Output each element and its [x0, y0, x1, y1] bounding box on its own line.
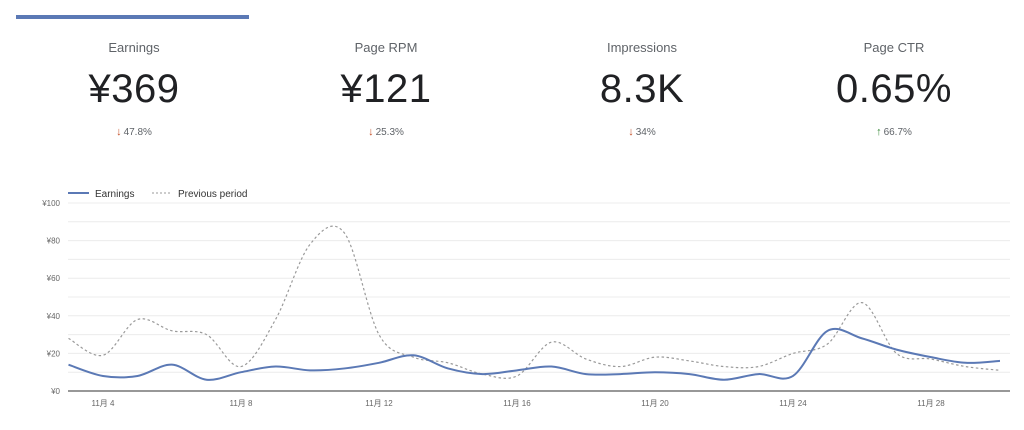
y-tick-label: ¥0 — [50, 387, 60, 396]
y-tick-label: ¥40 — [46, 312, 61, 321]
x-tick-label: 11月 20 — [641, 399, 669, 408]
selected-tab-indicator — [16, 15, 249, 19]
metric-value: ¥121 — [340, 67, 432, 111]
metric-value: 0.65% — [836, 67, 952, 111]
metric-change-value: 34% — [635, 127, 656, 138]
x-tick-label: 11月 4 — [92, 399, 116, 408]
metric-change-value: 66.7% — [883, 127, 912, 138]
y-tick-label: ¥60 — [46, 274, 61, 283]
metric-label: Page RPM — [354, 40, 418, 55]
legend-previous[interactable]: Previous period — [178, 189, 247, 200]
y-tick-label: ¥80 — [46, 237, 61, 246]
y-tick-label: ¥20 — [46, 349, 61, 358]
metric-card-0[interactable]: Earnings ¥369 ↓ 47.8% — [14, 40, 254, 138]
metric-value: 8.3K — [599, 67, 685, 111]
arrow-up-icon: ↑ — [876, 126, 882, 138]
metric-change-value: 47.8% — [123, 127, 152, 138]
x-tick-label: 11月 12 — [365, 399, 393, 408]
metric-label: Impressions — [606, 40, 678, 55]
series-previous-period-line — [68, 225, 1001, 379]
x-tick-label: 11月 24 — [779, 399, 807, 408]
arrow-down-icon: ↓ — [628, 126, 634, 138]
metric-value: ¥369 — [88, 67, 180, 111]
metric-change: ↓ 34% — [522, 126, 762, 138]
metric-change: ↓ 47.8% — [14, 126, 254, 138]
metric-label: Page CTR — [863, 40, 925, 55]
x-tick-label: 11月 16 — [503, 399, 531, 408]
metric-change-value: 25.3% — [375, 127, 404, 138]
metric-card-2[interactable]: Impressions 8.3K ↓ 34% — [522, 40, 762, 138]
legend: Earnings Previous period — [68, 189, 247, 200]
metric-card-1[interactable]: Page RPM ¥121 ↓ 25.3% — [266, 40, 506, 138]
arrow-down-icon: ↓ — [116, 126, 122, 138]
y-tick-label: ¥100 — [41, 199, 60, 208]
metric-card-3[interactable]: Page CTR 0.65% ↑ 66.7% — [774, 40, 1014, 138]
legend-earnings[interactable]: Earnings — [95, 189, 134, 200]
metric-change: ↑ 66.7% — [774, 126, 1014, 138]
x-tick-label: 11月 28 — [917, 399, 945, 408]
x-tick-label: 11月 8 — [230, 399, 254, 408]
series-earnings-line — [68, 327, 1001, 381]
metric-label: Earnings — [108, 40, 160, 55]
arrow-down-icon: ↓ — [368, 126, 374, 138]
metric-change: ↓ 25.3% — [266, 126, 506, 138]
